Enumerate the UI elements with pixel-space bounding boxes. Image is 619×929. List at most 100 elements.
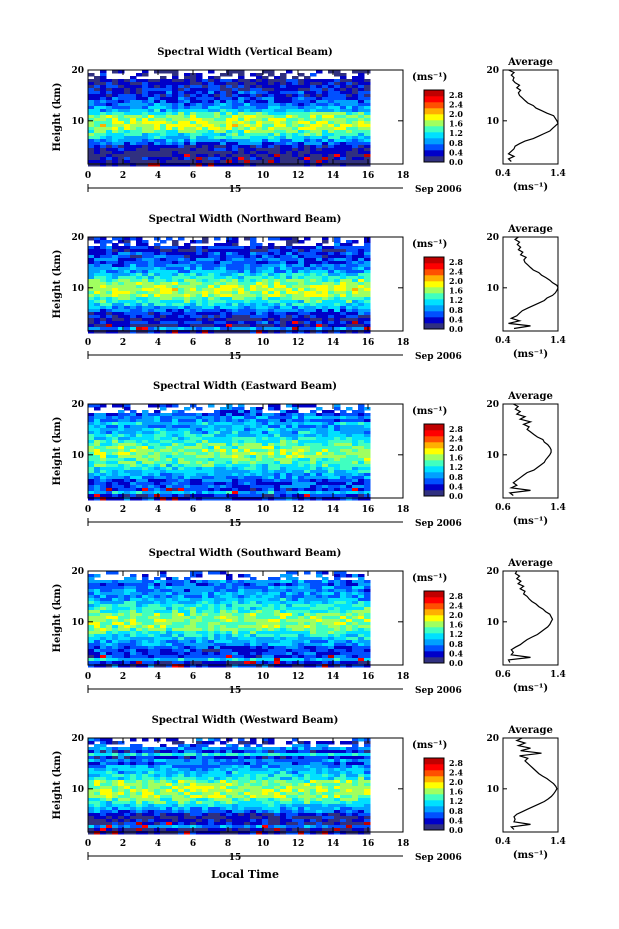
- heatmap-cell: [316, 425, 323, 429]
- heatmap-cell: [238, 410, 245, 414]
- heatmap-cell: [298, 106, 305, 110]
- heatmap-cell: [160, 613, 167, 617]
- heatmap-cell: [316, 88, 323, 92]
- heatmap-cell: [358, 252, 365, 256]
- heatmap-cell: [238, 88, 245, 92]
- heatmap-cell: [208, 157, 215, 161]
- heatmap-cell: [136, 121, 143, 125]
- heatmap-cell: [226, 160, 233, 164]
- heatmap-cell: [136, 491, 143, 495]
- heatmap-cell: [166, 139, 173, 143]
- heatmap-cell: [184, 160, 191, 164]
- heatmap-cell: [184, 428, 191, 432]
- heatmap-cell: [250, 467, 257, 471]
- heatmap-cell: [310, 258, 317, 262]
- heatmap-cell: [298, 273, 305, 277]
- heatmap-cell: [166, 628, 173, 632]
- heatmap-cell: [130, 452, 137, 456]
- heatmap-cell: [166, 246, 173, 250]
- heatmap-cell: [142, 583, 149, 587]
- heatmap-cell: [268, 425, 275, 429]
- heatmap-cell: [298, 261, 305, 265]
- heatmap-cell: [166, 297, 173, 301]
- heatmap-cell: [118, 115, 125, 119]
- heatmap-cell: [190, 416, 197, 420]
- heatmap-cell: [124, 598, 131, 602]
- heatmap-cell: [166, 306, 173, 310]
- heatmap-cell: [262, 70, 269, 74]
- heatmap-cell: [100, 309, 107, 313]
- heatmap-cell: [106, 297, 113, 301]
- heatmap-cell: [154, 452, 161, 456]
- heatmap-cell: [88, 291, 95, 295]
- heatmap-cell: [94, 625, 101, 629]
- heatmap-cell: [226, 422, 233, 426]
- heatmap-cell: [316, 303, 323, 307]
- heatmap-cell: [352, 100, 359, 104]
- heatmap-cell: [112, 649, 119, 653]
- heatmap-cell: [310, 467, 317, 471]
- heatmap-cell: [292, 151, 299, 155]
- heatmap-cell: [172, 485, 179, 489]
- heatmap-cell: [232, 324, 239, 328]
- heatmap-cell: [130, 449, 137, 453]
- heatmap-cell: [190, 139, 197, 143]
- heatmap-cell: [280, 97, 287, 101]
- heatmap-cell: [292, 321, 299, 325]
- heatmap-cell: [154, 652, 161, 656]
- heatmap-cell: [118, 70, 125, 74]
- heatmap-cell: [262, 255, 269, 259]
- heatmap-cell: [208, 458, 215, 462]
- heatmap-cell: [166, 577, 173, 581]
- heatmap-cell: [292, 461, 299, 465]
- heatmap-cell: [364, 270, 371, 274]
- heatmap-cell: [220, 497, 227, 501]
- colorbar-segment: [424, 311, 444, 318]
- heatmap-cell: [160, 291, 167, 295]
- heatmap-cell: [280, 443, 287, 447]
- heatmap-cell: [214, 109, 221, 113]
- heatmap-cell: [274, 151, 281, 155]
- heatmap-cell: [112, 82, 119, 86]
- heatmap-cell: [250, 470, 257, 474]
- heatmap-cell: [130, 625, 137, 629]
- heatmap-cell: [184, 491, 191, 495]
- heatmap-cell: [328, 103, 335, 107]
- heatmap-cell: [298, 115, 305, 119]
- heatmap-cell: [334, 276, 341, 280]
- heatmap-cell: [154, 118, 161, 122]
- heatmap-cell: [358, 431, 365, 435]
- heatmap-cell: [214, 285, 221, 289]
- heatmap-cell: [208, 300, 215, 304]
- heatmap-cell: [160, 315, 167, 319]
- heatmap-cell: [304, 127, 311, 131]
- heatmap-cell: [88, 85, 95, 89]
- heatmap-cell: [274, 407, 281, 411]
- heatmap-cell: [196, 482, 203, 486]
- heatmap-cell: [316, 476, 323, 480]
- heatmap-cell: [220, 282, 227, 286]
- heatmap-cell: [214, 115, 221, 119]
- heatmap-cell: [262, 270, 269, 274]
- heatmap-cell: [334, 291, 341, 295]
- heatmap-cell: [94, 291, 101, 295]
- heatmap-cell: [94, 330, 101, 334]
- heatmap-cell: [124, 88, 131, 92]
- heatmap-cell: [166, 315, 173, 319]
- heatmap-cell: [208, 485, 215, 489]
- heatmap-cell: [310, 100, 317, 104]
- heatmap-cell: [208, 112, 215, 116]
- heatmap-cell: [292, 303, 299, 307]
- heatmap-cell: [322, 273, 329, 277]
- heatmap-cell: [178, 303, 185, 307]
- heatmap-cell: [352, 79, 359, 83]
- heatmap-cell: [148, 589, 155, 593]
- heatmap-cell: [178, 586, 185, 590]
- heatmap-cell: [244, 497, 251, 501]
- heatmap-cell: [124, 473, 131, 477]
- heatmap-cell: [178, 431, 185, 435]
- heatmap-cell: [340, 482, 347, 486]
- colorbar: [423, 89, 445, 163]
- heatmap-cell: [100, 664, 107, 668]
- heatmap-cell: [136, 589, 143, 593]
